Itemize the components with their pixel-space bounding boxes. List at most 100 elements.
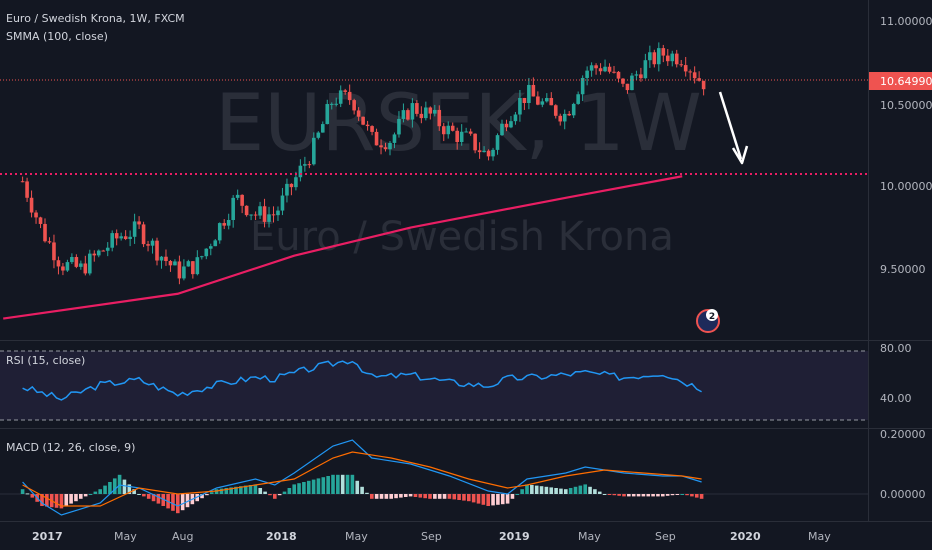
- candle-body: [459, 131, 464, 143]
- histogram-bar: [156, 494, 161, 504]
- candle-body: [513, 114, 518, 122]
- smma-legend[interactable]: SMMA (100, close): [6, 30, 108, 43]
- candle-body: [621, 78, 625, 84]
- price-tick-1: 10.50000: [880, 99, 932, 112]
- histogram-bar: [93, 491, 98, 494]
- candle-body: [307, 164, 312, 166]
- histogram-bar: [350, 474, 355, 494]
- histogram-bar: [442, 494, 447, 499]
- histogram-bar: [617, 494, 621, 496]
- histogram-bar: [476, 494, 481, 504]
- histogram-bar: [268, 494, 272, 496]
- candle-body: [244, 205, 249, 216]
- histogram-bar: [486, 494, 490, 506]
- candle-body: [589, 65, 594, 71]
- histogram-bar: [437, 494, 442, 499]
- price-tick-3: 9.50000: [880, 263, 926, 276]
- histogram-bar: [534, 485, 539, 494]
- candle-body: [648, 52, 652, 61]
- candle-body: [365, 124, 370, 127]
- current-price-label: 10.64990: [880, 75, 932, 88]
- candle-body: [410, 103, 415, 120]
- symbol-title[interactable]: Euro / Swedish Krona, 1W, FXCM: [6, 12, 185, 25]
- histogram-bar: [690, 494, 694, 497]
- candle-body: [468, 131, 473, 134]
- candle-body: [195, 257, 200, 275]
- rsi-legend[interactable]: RSI (15, close): [6, 354, 85, 367]
- histogram-bar: [234, 486, 238, 494]
- candle-body: [522, 97, 527, 104]
- candle-body: [262, 206, 267, 222]
- time-label-1: May: [114, 530, 137, 543]
- histogram-bar: [457, 494, 461, 500]
- histogram-bar: [355, 480, 360, 494]
- arrow-head: [731, 145, 749, 165]
- candle-body: [320, 124, 325, 133]
- histogram-bar: [423, 494, 427, 499]
- histogram-bar: [675, 494, 680, 495]
- candle-body: [303, 164, 307, 166]
- histogram-bar: [88, 494, 93, 495]
- candle-body: [374, 131, 379, 146]
- histogram-bar: [597, 491, 602, 494]
- histogram-bar: [311, 479, 316, 494]
- histogram-bar: [108, 482, 112, 494]
- candle-body: [70, 257, 74, 263]
- histogram-bar: [452, 494, 457, 500]
- candle-body: [553, 105, 558, 116]
- candle-body: [92, 253, 97, 256]
- time-label-8: Sep: [655, 530, 676, 543]
- histogram-bar: [573, 486, 578, 494]
- candle-body: [441, 126, 446, 135]
- time-label-6: 2019: [499, 530, 530, 543]
- histogram-bar: [345, 474, 350, 494]
- histogram-bar: [209, 492, 214, 494]
- histogram-bar: [530, 485, 534, 494]
- candle-body: [65, 262, 70, 271]
- candle-body: [137, 221, 141, 225]
- candle-body: [34, 212, 38, 218]
- price-tick-2: 10.00000: [880, 180, 932, 193]
- histogram-bar: [394, 494, 398, 499]
- candle-body: [518, 97, 522, 115]
- histogram-bar: [74, 494, 78, 502]
- histogram-bar: [45, 494, 49, 507]
- histogram-bar: [379, 494, 384, 499]
- candle-body: [661, 48, 666, 56]
- candle-body: [29, 197, 34, 213]
- down-arrow-annotation[interactable]: [718, 91, 749, 165]
- candle-body: [240, 194, 244, 206]
- candle-body: [486, 150, 491, 157]
- histogram-bar: [627, 494, 631, 497]
- candle-body: [96, 250, 101, 256]
- candle-body: [168, 261, 173, 266]
- histogram-bar: [699, 494, 704, 499]
- candle-body: [683, 65, 688, 72]
- candle-body: [379, 145, 383, 148]
- histogram-bar: [122, 479, 127, 494]
- histogram-bar: [646, 494, 651, 497]
- macd-histogram: [20, 474, 704, 514]
- candle-body: [665, 55, 670, 62]
- histogram-bar: [471, 494, 476, 503]
- arrow-shaft: [718, 91, 743, 160]
- candle-body: [473, 133, 477, 151]
- histogram-bar: [408, 494, 413, 497]
- candle-body: [38, 217, 43, 224]
- time-label-10: May: [808, 530, 831, 543]
- candle-body: [639, 74, 643, 79]
- candle-body: [491, 149, 495, 157]
- candle-body: [580, 77, 585, 95]
- histogram-bar: [146, 494, 151, 499]
- histogram-bar: [64, 494, 69, 506]
- candle-body: [150, 240, 155, 246]
- candle-body: [47, 241, 52, 243]
- candle-body: [52, 242, 56, 261]
- histogram-bar: [651, 494, 655, 497]
- histogram-bar: [297, 483, 301, 494]
- candle-body: [280, 195, 285, 211]
- macd-legend[interactable]: MACD (12, 26, close, 9): [6, 441, 135, 454]
- events-badge[interactable]: 2: [696, 309, 720, 333]
- candle-body: [562, 113, 567, 122]
